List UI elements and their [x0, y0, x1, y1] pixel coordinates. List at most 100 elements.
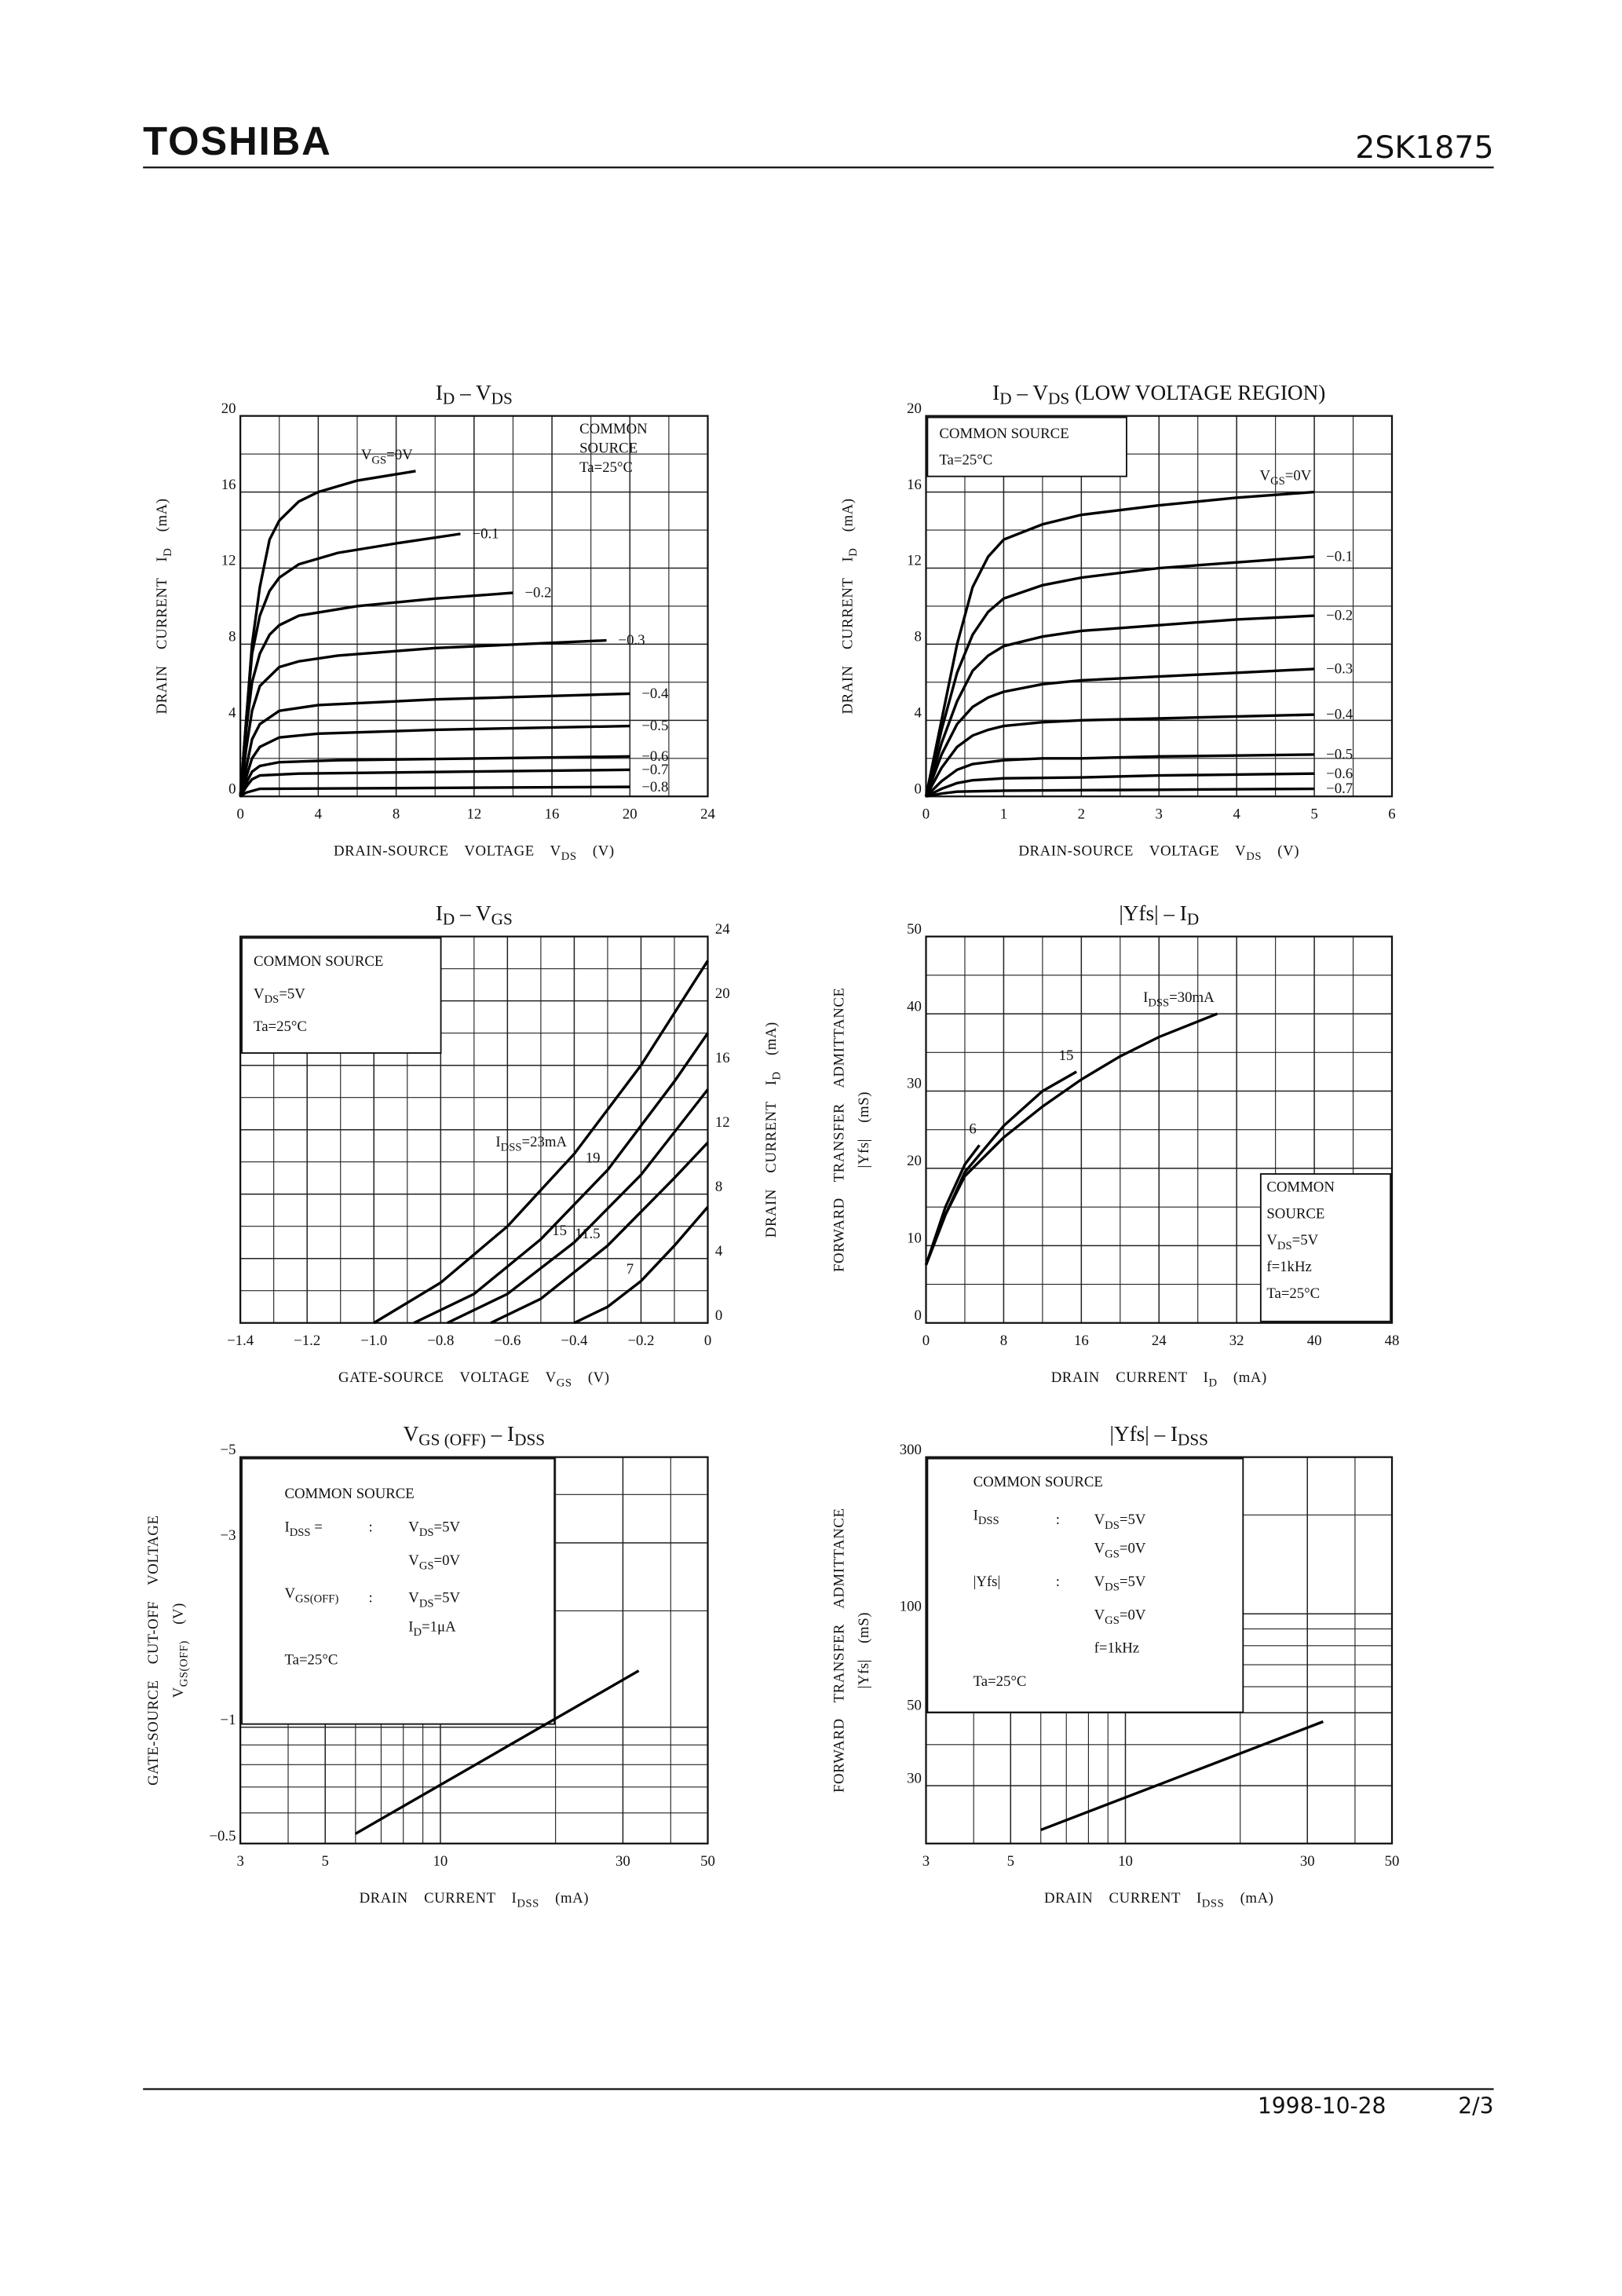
y-tick-label: 40: [907, 998, 922, 1015]
chart-title: ID – VDS (LOW VOLTAGE REGION): [992, 381, 1325, 408]
x-tick-label: 8: [1000, 1333, 1007, 1349]
x-tick-label: −1.4: [227, 1333, 254, 1349]
x-tick-label: 10: [433, 1853, 448, 1870]
annotation: Ta=25°C: [254, 1018, 307, 1035]
annotation: f=1kHz: [974, 1640, 1139, 1657]
charts: 0 4 8 12 16 20 24048121620COMMONSOURCETa=25°CV…: [145, 381, 1399, 1910]
annotation: Ta=25°C: [974, 1673, 1027, 1690]
x-tick-label: 24: [1152, 1333, 1167, 1349]
plot-frame: [239, 935, 709, 1324]
y-tick-label: 300: [900, 1442, 922, 1458]
chart: −1.4 −1.2 −1.0 −0.8 −0.6 −0.4 −0.2 00 4 8 12 16 20 24…: [227, 901, 783, 1390]
x-tick-label: 16: [1074, 1333, 1089, 1349]
y-tick-label: 16: [221, 477, 236, 493]
y-tick-label: 30: [907, 1770, 922, 1786]
x-tick-label: 32: [1229, 1333, 1244, 1349]
curve-label: 7: [627, 1261, 634, 1278]
curve: [926, 787, 1315, 798]
x-tick-label: 20: [623, 806, 637, 822]
plot-frame: [239, 1456, 709, 1844]
y-tick-label: 8: [715, 1179, 722, 1195]
x-tick-label: 1: [1000, 806, 1007, 822]
y-tick-label: −0.5: [209, 1828, 236, 1844]
chart: 0 8 16 24 32 40 4801020304050COMMONSOURCEVDS=5…: [831, 901, 1399, 1390]
annotation: IDSS : VDS=5V: [974, 1507, 1146, 1531]
y-tick-label: 0: [914, 1307, 921, 1324]
x-tick-label: 24: [700, 806, 715, 822]
annotation: |Yfs| : VDS=5V: [974, 1574, 1146, 1594]
curve-label: 15: [552, 1223, 567, 1239]
curve: [924, 667, 1315, 797]
curve-label: −0.5: [1326, 747, 1353, 763]
curve: [573, 1206, 709, 1325]
y-tick-label: 0: [715, 1307, 722, 1324]
annotation: SOURCE: [579, 441, 637, 457]
annotation: COMMON SOURCE: [254, 953, 383, 970]
y-tick-label: 16: [715, 1050, 730, 1066]
x-tick-label: −1.0: [360, 1333, 387, 1349]
curve: [924, 614, 1315, 797]
y-tick-label: 12: [907, 553, 922, 569]
part-number: 2SK1875: [1355, 130, 1493, 166]
x-tick-label: 50: [700, 1853, 715, 1870]
curve: [239, 638, 607, 797]
annotation: Ta=25°C: [284, 1652, 338, 1669]
x-tick-label: 5: [1310, 806, 1317, 822]
annotation: COMMON SOURCE: [974, 1474, 1103, 1490]
curve-label: −0.6: [1326, 766, 1353, 782]
annotation: COMMON: [1266, 1179, 1335, 1196]
x-tick-label: −0.4: [561, 1333, 588, 1349]
curve-label: −0.6: [641, 748, 668, 765]
y-axis-label: GATE-SOURCE CUT-OFF VOLTAGE: [145, 1515, 162, 1786]
annotation: SOURCE: [1266, 1205, 1324, 1222]
y-tick-label: 100: [900, 1599, 922, 1615]
y-tick-label: 20: [221, 400, 236, 417]
annotation: COMMON: [579, 421, 648, 437]
curve-label: −0.7: [641, 762, 668, 778]
x-tick-label: 10: [1118, 1853, 1133, 1870]
y-tick-label: −1: [221, 1712, 236, 1728]
curve: [239, 724, 630, 797]
x-tick-label: 2: [1078, 806, 1085, 822]
chart: 3 5 10 30 50 −0.5 −1 −3 −5 COMMON SOURCE IDSS = : …: [145, 1422, 715, 1910]
curve-label: −0.1: [1326, 549, 1353, 565]
curve: [924, 1070, 1077, 1266]
x-tick-label: 5: [1007, 1853, 1014, 1870]
x-tick-label: 48: [1385, 1333, 1400, 1349]
curve: [413, 1032, 709, 1325]
annotation: Ta=25°C: [939, 452, 992, 469]
y-tick-label: 12: [221, 553, 236, 569]
curve: [239, 785, 630, 798]
annotation: COMMON SOURCE: [939, 426, 1069, 442]
y-axis-label: FORWARD TRANSFER ADMITTANCE: [831, 1508, 847, 1792]
curve: [924, 555, 1315, 797]
annotation-box: [241, 1457, 556, 1725]
x-tick-label: 8: [393, 806, 400, 822]
curve: [1040, 1720, 1324, 1832]
y-tick-label: 24: [715, 921, 730, 938]
curve: [239, 768, 630, 798]
annotation: Ta=25°C: [1266, 1285, 1320, 1302]
y-tick-label: 20: [907, 1153, 922, 1169]
x-tick-label: 6: [1388, 806, 1395, 822]
y-tick-label: 4: [228, 705, 236, 722]
curve-label: 6: [969, 1121, 976, 1137]
x-tick-label: 16: [545, 806, 560, 822]
plot-frame: [239, 415, 709, 798]
annotation: f=1kHz: [1266, 1259, 1311, 1275]
plot-frame: [925, 1456, 1394, 1844]
footer-page: 2/3: [1458, 2093, 1493, 2119]
curve-label: −0.4: [1326, 707, 1353, 723]
chart: 3 5 10 30 50 30 50 100 300 COMMON SOURCE IDSS : VD…: [831, 1422, 1399, 1910]
x-tick-label: −0.2: [627, 1333, 654, 1349]
curve-label: −0.5: [641, 718, 668, 734]
y-tick-label: 20: [715, 985, 730, 1002]
annotation-box: [1259, 1173, 1392, 1322]
curve: [239, 591, 513, 797]
x-tick-label: −0.8: [427, 1333, 454, 1349]
curve: [354, 1669, 640, 1835]
curve: [239, 692, 630, 797]
y-tick-label: 30: [907, 1076, 922, 1092]
